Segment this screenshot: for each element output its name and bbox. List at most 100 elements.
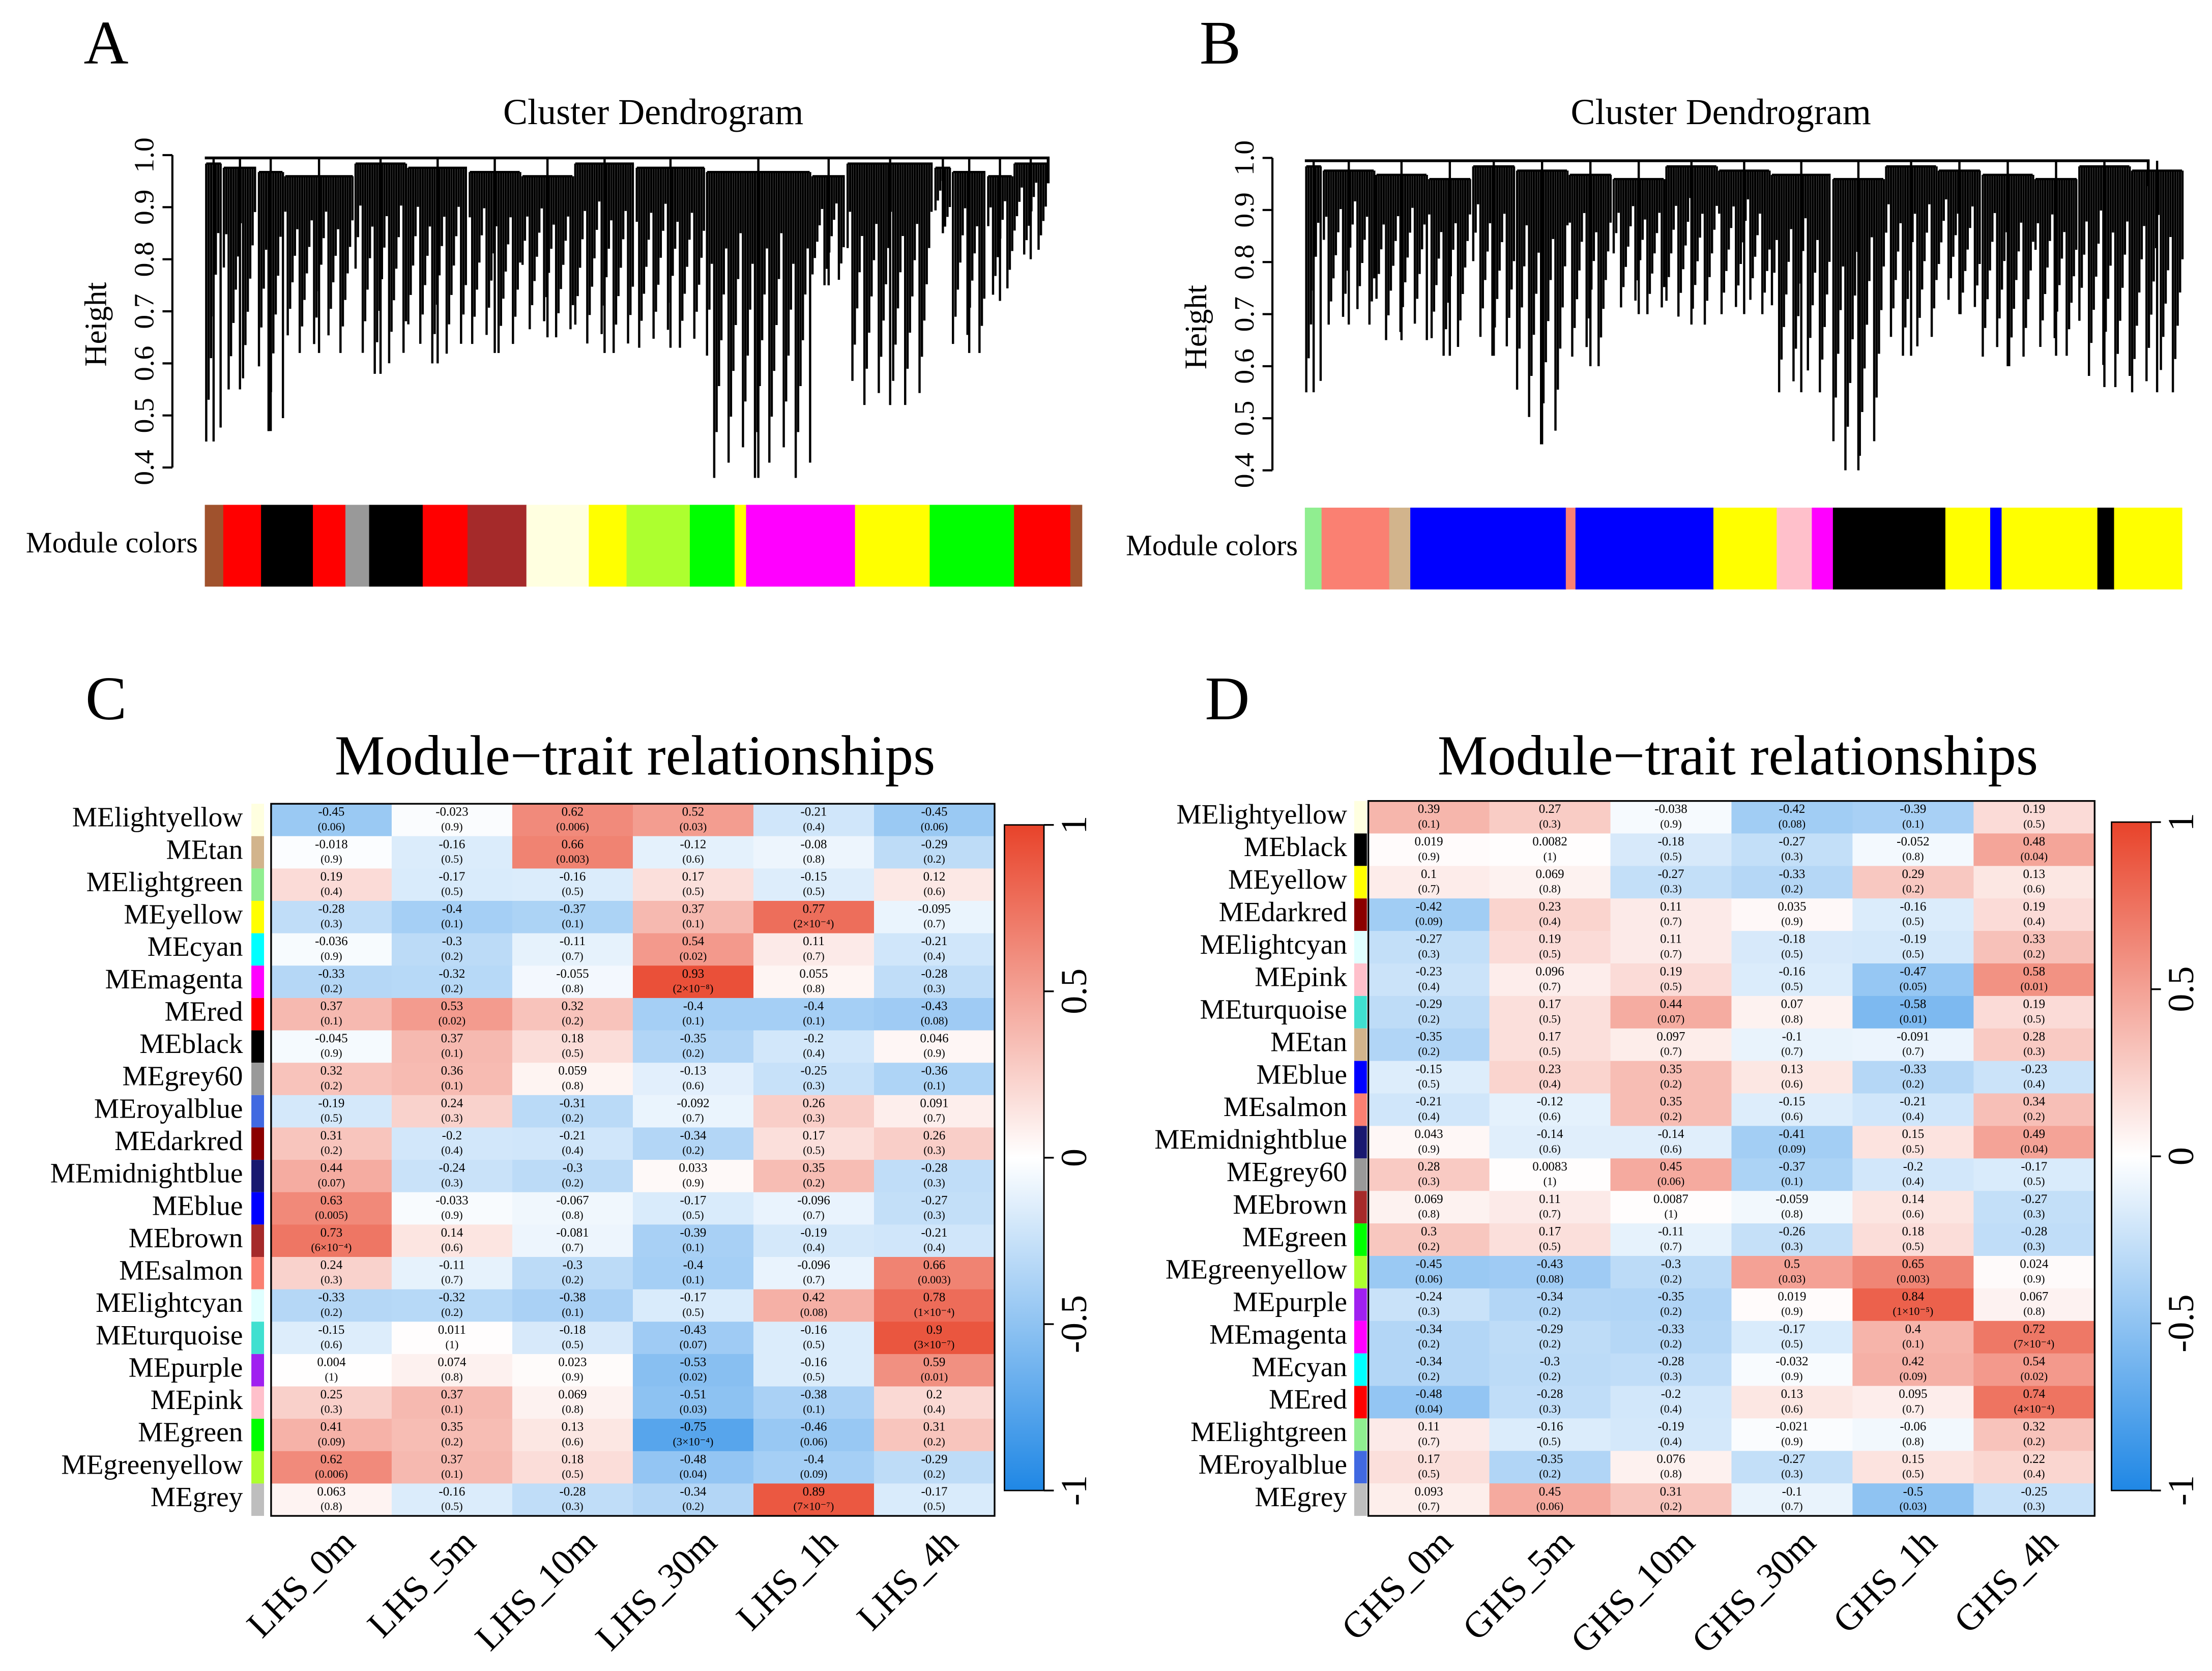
module-color-segment xyxy=(855,505,930,587)
cell-p-value: (0.8) xyxy=(562,1079,583,1092)
cell-value: -0.17 xyxy=(680,1193,706,1207)
row-color-swatch xyxy=(1354,1353,1367,1386)
cell-p-value: (0.9) xyxy=(562,1370,583,1383)
cell-p-value: (0.4) xyxy=(923,950,945,962)
module-color-segment xyxy=(1321,507,1390,590)
heatmap-cell xyxy=(1610,1483,1732,1516)
row-color-swatch xyxy=(251,998,265,1031)
cell-value: 0.62 xyxy=(562,805,584,819)
heatmap-cell xyxy=(753,1451,875,1484)
heatmap-cell xyxy=(1368,963,1490,996)
cell-p-value: (0.3) xyxy=(923,1176,945,1189)
heatmap-cell xyxy=(874,1095,995,1128)
heatmap-cell xyxy=(1852,1061,1974,1094)
cell-value: 0.29 xyxy=(1902,867,1925,881)
cell-value: 0.18 xyxy=(562,1032,584,1045)
row-color-swatch xyxy=(1354,1483,1367,1516)
cell-value: -0.21 xyxy=(921,1226,948,1240)
dendrogram-branch xyxy=(205,158,222,442)
module-color-segment xyxy=(1389,507,1411,590)
cell-p-value: (0.6) xyxy=(682,853,704,865)
heatmap-cell xyxy=(874,998,995,1031)
cell-p-value: (0.2) xyxy=(923,853,945,865)
cell-p-value: (0.9) xyxy=(321,853,342,865)
dendrogram-branch xyxy=(846,158,933,405)
cell-p-value: (0.3) xyxy=(321,1273,342,1286)
cell-value: 0.78 xyxy=(923,1291,946,1304)
row-label: MEgrey60 xyxy=(1227,1156,1347,1187)
heatmap-cell xyxy=(1368,866,1490,899)
cell-p-value: (1) xyxy=(1665,1208,1678,1220)
heatmap-frame xyxy=(1367,800,2095,1517)
cell-value: 0.0082 xyxy=(1532,835,1567,848)
cell-p-value: (0.8) xyxy=(1902,850,1924,863)
cell-value: 0.2 xyxy=(926,1388,942,1401)
heatmap-cell xyxy=(1489,898,1611,931)
dendrogram-branch xyxy=(2078,161,2131,387)
cell-p-value: (0.5) xyxy=(803,1338,824,1351)
dendrogram-branch xyxy=(1885,161,1938,356)
heatmap-cell xyxy=(874,965,995,999)
cell-p-value: (0.6) xyxy=(1539,1110,1560,1123)
cell-value: -0.43 xyxy=(921,999,948,1013)
column-label: GHS_30m xyxy=(1684,1521,1824,1661)
row-label: MEcyan xyxy=(148,931,243,962)
column-label: LHS_10m xyxy=(467,1521,604,1658)
row-color-swatch xyxy=(1354,1028,1367,1061)
heatmap-cell xyxy=(512,1354,633,1387)
cell-p-value: (0.1) xyxy=(682,1014,704,1027)
cell-value: -0.018 xyxy=(315,837,347,851)
cell-p-value: (0.3) xyxy=(1418,1175,1439,1188)
heatmap-cell xyxy=(753,965,875,999)
cell-value: -0.091 xyxy=(1897,1030,1929,1043)
heatmap-cell xyxy=(874,1322,995,1355)
cell-value: 0.89 xyxy=(803,1485,825,1499)
heatmap-cell xyxy=(271,1160,392,1193)
heatmap-cell xyxy=(632,804,754,837)
heatmap-cell xyxy=(271,1451,392,1484)
cell-p-value: (4×10⁻⁴) xyxy=(2014,1402,2054,1415)
cell-p-value: (0.7) xyxy=(1660,947,1681,960)
cell-value: 0.33 xyxy=(2023,932,2045,946)
heatmap-cell xyxy=(753,1483,875,1516)
panel-label: C xyxy=(85,664,127,733)
cell-p-value: (0.9) xyxy=(923,1047,945,1060)
cell-p-value: (0.7) xyxy=(1418,883,1439,895)
module-color-segment xyxy=(2114,507,2182,590)
heatmap-cell xyxy=(512,1192,633,1225)
heatmap-cell xyxy=(1368,1093,1490,1127)
cell-value: -0.45 xyxy=(318,805,344,819)
row-label: MEsalmon xyxy=(119,1255,243,1286)
module-color-segment xyxy=(1565,507,1576,590)
cell-value: -0.38 xyxy=(800,1388,827,1401)
heatmap-cell xyxy=(512,1160,633,1193)
cell-value: -0.14 xyxy=(1537,1127,1563,1141)
heatmap-cell xyxy=(391,1322,513,1355)
cell-value: 0.37 xyxy=(682,902,705,916)
cell-value: -0.13 xyxy=(680,1064,706,1078)
cell-p-value: (0.04) xyxy=(1415,1402,1443,1415)
cell-p-value: (0.01) xyxy=(1900,1012,1927,1025)
module-color-segment xyxy=(467,505,527,587)
heatmap-cell xyxy=(1973,1126,2095,1159)
cell-value: -0.11 xyxy=(560,934,586,948)
heatmap-cell xyxy=(512,1030,633,1064)
cell-value: -0.25 xyxy=(2021,1485,2047,1499)
cell-value: -0.28 xyxy=(1537,1387,1563,1401)
heatmap-cell xyxy=(632,1354,754,1387)
heatmap-cell xyxy=(1489,963,1611,996)
cell-p-value: (0.2) xyxy=(1660,1337,1681,1350)
cell-value: -0.27 xyxy=(1658,867,1684,881)
cell-p-value: (0.6) xyxy=(562,1435,583,1448)
heatmap-cell xyxy=(874,1160,995,1193)
cell-value: 0.27 xyxy=(1539,802,1561,816)
heatmap-cell xyxy=(1489,1386,1611,1419)
heatmap-cell xyxy=(1852,1028,1974,1062)
heatmap-cell xyxy=(512,1483,633,1516)
column-label: GHS_0m xyxy=(1333,1521,1460,1648)
colorbar-tick-label: -0.5 xyxy=(1054,1295,1094,1353)
cell-p-value: (0.07) xyxy=(680,1338,707,1351)
row-color-swatch xyxy=(1354,1451,1367,1484)
cell-p-value: (0.3) xyxy=(1539,817,1560,830)
cell-p-value: (0.6) xyxy=(923,885,945,898)
